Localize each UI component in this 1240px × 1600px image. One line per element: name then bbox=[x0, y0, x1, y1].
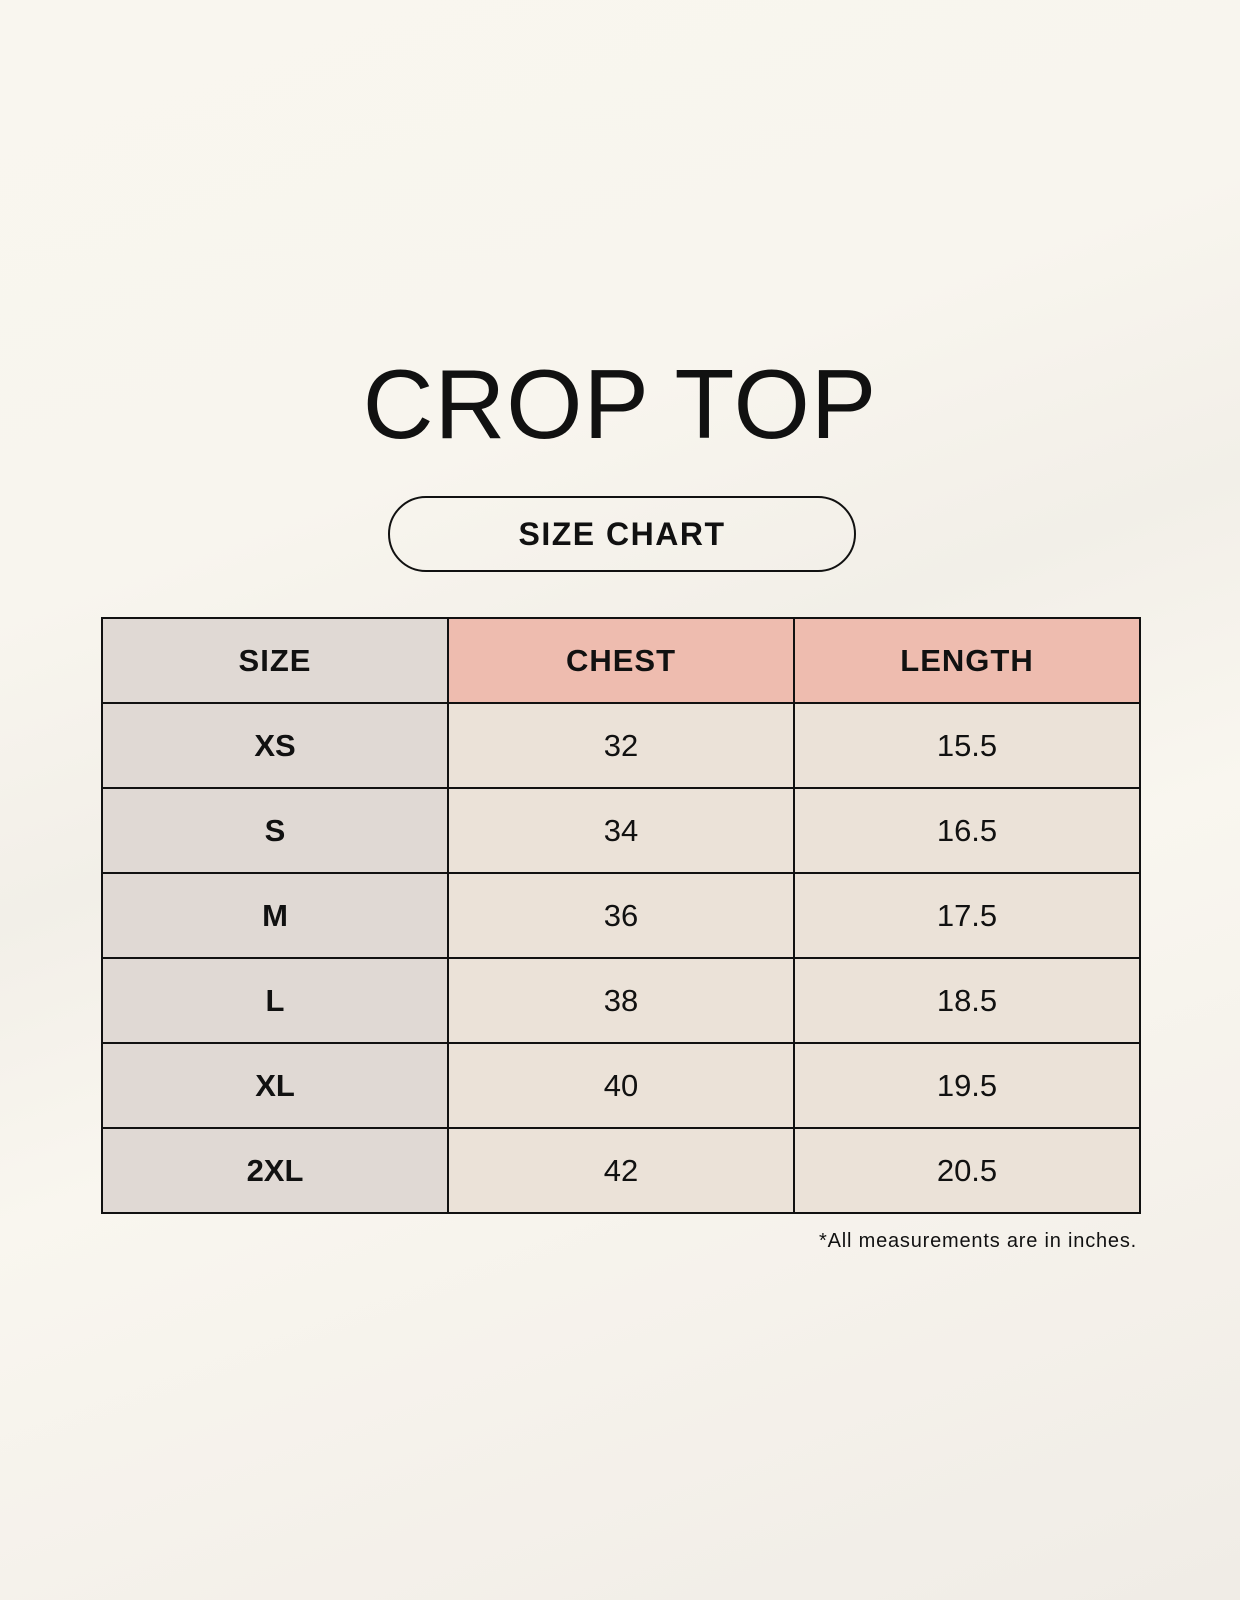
footnote: *All measurements are in inches. bbox=[819, 1230, 1137, 1252]
cell-chest: 40 bbox=[447, 1042, 795, 1129]
cell-chest: 38 bbox=[447, 957, 795, 1044]
cell-length: 16.5 bbox=[793, 787, 1141, 874]
cell-size: L bbox=[101, 957, 449, 1044]
cell-chest: 36 bbox=[447, 872, 795, 959]
table-row: 2XL 42 20.5 bbox=[101, 1127, 1141, 1214]
cell-length: 15.5 bbox=[793, 702, 1141, 789]
cell-size: XS bbox=[101, 702, 449, 789]
table-row: XS 32 15.5 bbox=[101, 702, 1141, 789]
cell-chest: 34 bbox=[447, 787, 795, 874]
table-row: M 36 17.5 bbox=[101, 872, 1141, 959]
cell-size: XL bbox=[101, 1042, 449, 1129]
cell-chest: 32 bbox=[447, 702, 795, 789]
cell-length: 18.5 bbox=[793, 957, 1141, 1044]
cell-size: S bbox=[101, 787, 449, 874]
header-size: SIZE bbox=[101, 617, 449, 704]
header-chest: CHEST bbox=[447, 617, 795, 704]
cell-chest: 42 bbox=[447, 1127, 795, 1214]
cell-size: M bbox=[101, 872, 449, 959]
size-chart-badge: SIZE CHART bbox=[388, 496, 856, 572]
page-title: CROP TOP bbox=[362, 349, 878, 459]
cell-size: 2XL bbox=[101, 1127, 449, 1214]
cell-length: 17.5 bbox=[793, 872, 1141, 959]
table-row: L 38 18.5 bbox=[101, 957, 1141, 1044]
cell-length: 20.5 bbox=[793, 1127, 1141, 1214]
table-row: S 34 16.5 bbox=[101, 787, 1141, 874]
table-row: XL 40 19.5 bbox=[101, 1042, 1141, 1129]
table-header-row: SIZE CHEST LENGTH bbox=[101, 617, 1141, 704]
header-length: LENGTH bbox=[793, 617, 1141, 704]
size-table: SIZE CHEST LENGTH XS 32 15.5 S 34 16.5 M 36 17.5… bbox=[101, 617, 1141, 1214]
cell-length: 19.5 bbox=[793, 1042, 1141, 1129]
